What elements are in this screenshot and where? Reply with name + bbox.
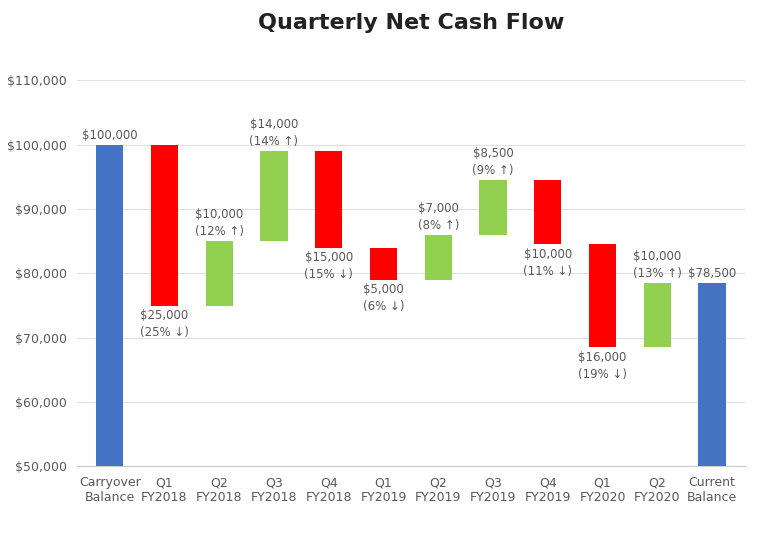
Text: $78,500: $78,500 xyxy=(688,267,737,280)
Text: $14,000
(14% ↑): $14,000 (14% ↑) xyxy=(250,118,299,148)
Text: $8,500
(9% ↑): $8,500 (9% ↑) xyxy=(472,147,514,177)
Bar xyxy=(644,283,671,347)
Text: $10,000
(12% ↑): $10,000 (12% ↑) xyxy=(195,208,243,238)
Text: $10,000
(11% ↓): $10,000 (11% ↓) xyxy=(523,248,572,278)
Bar xyxy=(425,235,452,280)
Bar xyxy=(315,151,343,248)
Text: $5,000
(6% ↓): $5,000 (6% ↓) xyxy=(362,283,404,313)
Bar xyxy=(534,180,561,244)
Text: $25,000
(25% ↓): $25,000 (25% ↓) xyxy=(140,309,189,339)
Bar xyxy=(96,145,124,466)
Bar xyxy=(151,145,178,306)
Bar xyxy=(370,248,397,280)
Bar xyxy=(698,283,726,466)
Bar xyxy=(589,244,616,347)
Bar xyxy=(479,180,507,235)
Text: $16,000
(19% ↓): $16,000 (19% ↓) xyxy=(578,351,627,381)
Text: $15,000
(15% ↓): $15,000 (15% ↓) xyxy=(304,251,353,281)
Text: $100,000: $100,000 xyxy=(82,129,137,142)
Text: $10,000
(13% ↑): $10,000 (13% ↑) xyxy=(633,250,682,280)
Bar xyxy=(260,151,288,241)
Text: $7,000
(8% ↑): $7,000 (8% ↑) xyxy=(418,202,459,232)
Title: Quarterly Net Cash Flow: Quarterly Net Cash Flow xyxy=(258,13,564,33)
Bar xyxy=(206,241,233,306)
